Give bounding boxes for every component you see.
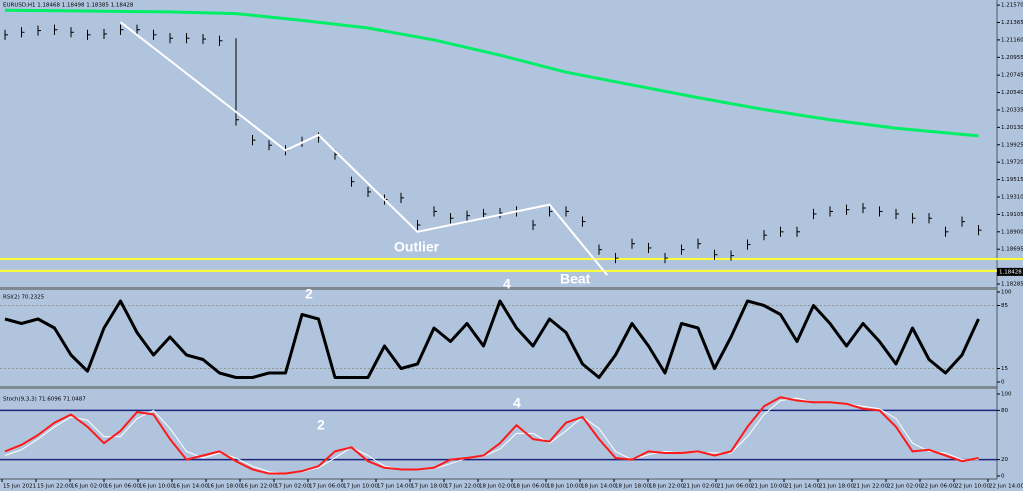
annotation: Beat [560, 271, 591, 287]
y-tick-label: 1.20130 [1001, 125, 1023, 131]
x-tick-label: 16 Jun 10:00 [139, 484, 174, 490]
annotation: 2 [305, 286, 313, 302]
x-tick-label: 22 Jun 14:00 [989, 484, 1023, 490]
y-tick-label: 1.21160 [1001, 37, 1023, 43]
indicator-line [4, 396, 979, 475]
x-tick-label: 17 Jun 14:00 [377, 484, 412, 490]
x-tick-label: 22 Jun 06:00 [921, 484, 956, 490]
y-tick-label: 15 [1001, 366, 1008, 372]
x-tick-label: 21 Jun 22:00 [853, 484, 888, 490]
x-tick-label: 21 Jun 18:00 [819, 484, 854, 490]
y-tick-label: 100 [1001, 392, 1012, 398]
separator [0, 287, 997, 290]
x-tick-label: 18 Jun 06:00 [513, 484, 548, 490]
y-tick-label: 1.18695 [1001, 247, 1023, 253]
x-tick-label: 15 Jun 2021 [3, 484, 36, 490]
zigzag [119, 21, 609, 276]
plot [0, 8, 1023, 475]
x-tick-label: 18 Jun 10:00 [547, 484, 582, 490]
y-tick-label: 1.19515 [1001, 177, 1023, 183]
y-tick-label: 1.20745 [1001, 73, 1023, 79]
current-price-label: 1.18428 [999, 269, 1022, 275]
x-tick-label: 17 Jun 22:00 [445, 484, 480, 490]
panel-title: Stoch(9,3,3) 71.6096 71.0487 [3, 397, 86, 403]
y-tick-label: 1.20335 [1001, 107, 1023, 113]
y-tick-label: 1.19105 [1001, 212, 1023, 218]
separator [0, 386, 997, 389]
y-tick-label: 1.19310 [1001, 194, 1023, 200]
x-tick-label: 17 Jun 10:00 [343, 484, 378, 490]
panel-title: RSI(2) 70.2325 [3, 295, 45, 301]
y-tick-label: 1.19720 [1001, 160, 1023, 166]
y-tick-label: 0 [1001, 380, 1005, 386]
x-tick-label: 16 Jun 02:00 [71, 484, 106, 490]
moving-average [4, 8, 979, 138]
x-tick-label: 17 Jun 02:00 [275, 484, 310, 490]
annotation: 4 [513, 395, 521, 411]
x-tick-label: 15 Jun 22:00 [37, 484, 72, 490]
y-tick-label: 1.18900 [1001, 229, 1023, 235]
y-tick-label: 100 [1001, 290, 1012, 296]
y-tick-label: 80 [1001, 408, 1008, 414]
x-tick-label: 18 Jun 18:00 [615, 484, 650, 490]
x-tick-label: 18 Jun 22:00 [649, 484, 684, 490]
y-tick-label: 1.21365 [1001, 20, 1023, 26]
x-tick-label: 21 Jun 02:00 [683, 484, 718, 490]
x-tick-label: 16 Jun 22:00 [241, 484, 276, 490]
annotation: 4 [503, 276, 511, 292]
y-tick-label: 1.19925 [1001, 142, 1023, 148]
y-tick-label: 1.20955 [1001, 55, 1023, 61]
x-tick-label: 18 Jun 02:00 [479, 484, 514, 490]
x-tick-label: 17 Jun 18:00 [411, 484, 446, 490]
x-tick-label: 16 Jun 18:00 [207, 484, 242, 490]
y-tick-label: 85 [1001, 303, 1008, 309]
x-tick-label: 16 Jun 06:00 [105, 484, 140, 490]
panel-title: EURUSD,H1 1.18468 1.18498 1.18385 1.1842… [3, 3, 134, 9]
x-tick-label: 21 Jun 10:00 [751, 484, 786, 490]
annotation: Outlier [394, 239, 440, 255]
y-tick-label: 0 [1001, 474, 1005, 480]
y-tick-label: 1.18285 [1001, 282, 1023, 288]
current-price-box [997, 267, 1023, 276]
y-tick-label: 1.20540 [1001, 90, 1023, 96]
x-tick-label: 22 Jun 02:00 [887, 484, 922, 490]
annotation: 2 [317, 417, 325, 433]
x-tick-label: 21 Jun 14:00 [785, 484, 820, 490]
x-tick-label: 22 Jun 10:00 [955, 484, 990, 490]
x-tick-label: 21 Jun 06:00 [717, 484, 752, 490]
indicator-line [4, 299, 980, 379]
x-tick-label: 16 Jun 14:00 [173, 484, 208, 490]
y-tick-label: 20 [1001, 457, 1008, 463]
x-tick-label: 17 Jun 06:00 [309, 484, 344, 490]
y-tick-label: 1.21570 [1001, 3, 1023, 9]
x-tick-label: 18 Jun 14:00 [581, 484, 616, 490]
